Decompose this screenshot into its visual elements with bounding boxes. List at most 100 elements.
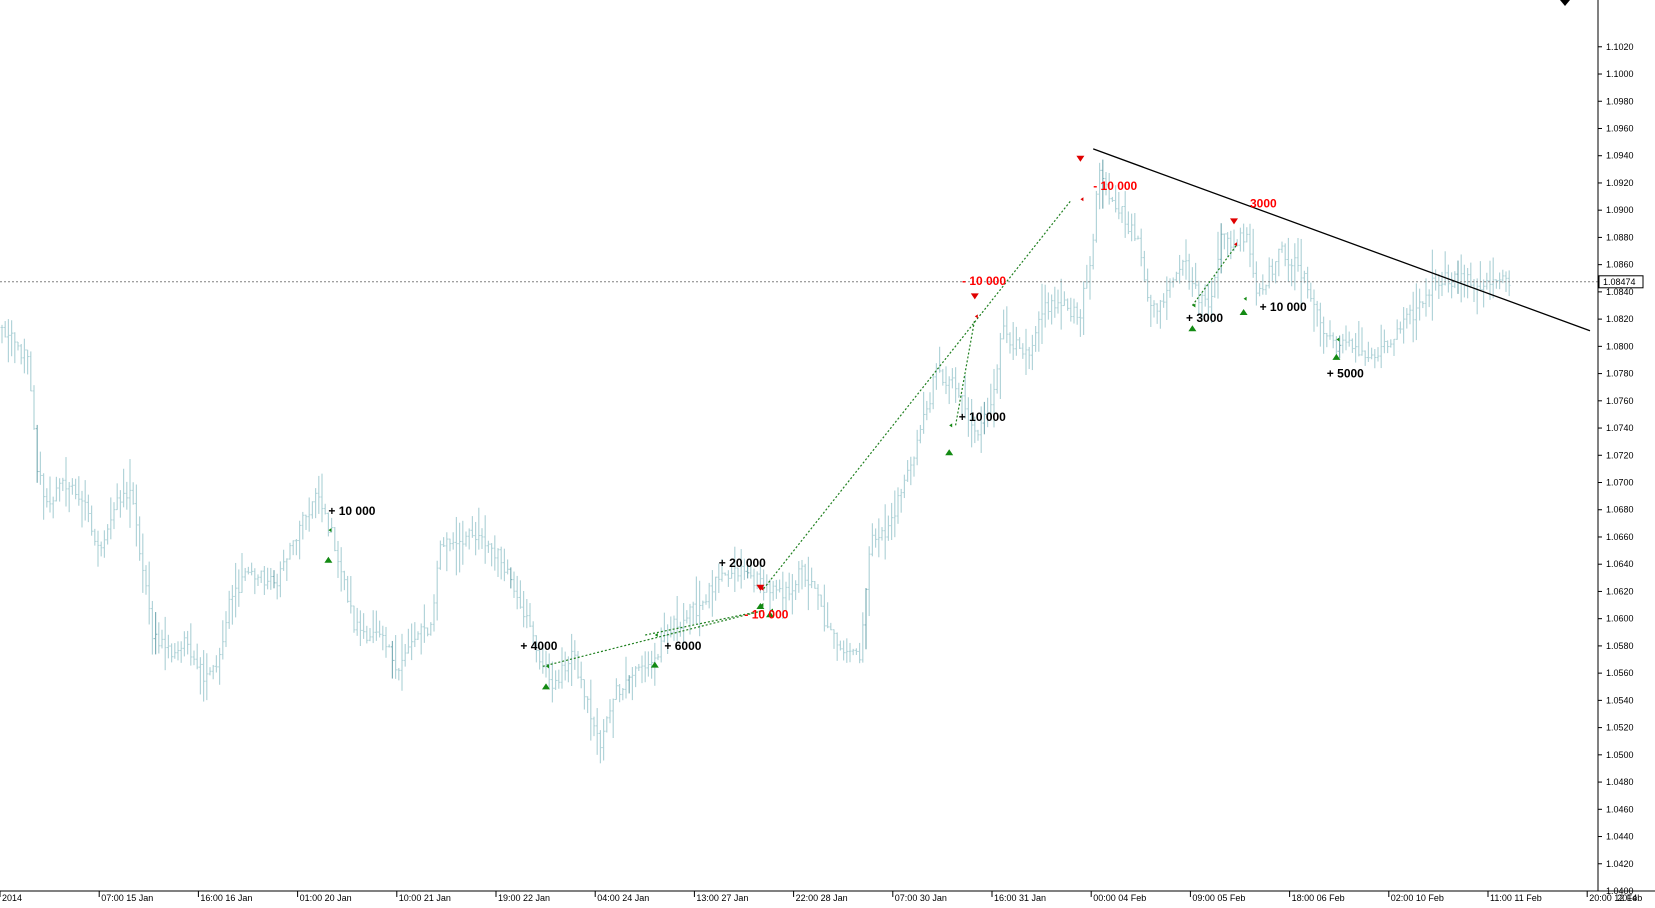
ohlc-bar (1443, 251, 1447, 286)
ohlc-bar (1427, 289, 1431, 308)
ohlc-bar (1123, 191, 1127, 238)
ohlc-bar (954, 367, 957, 403)
y-tick-label: 1.0680 (1606, 505, 1634, 515)
ohlc-bar (1331, 332, 1335, 349)
buy-price-tick (1336, 337, 1340, 342)
buy-price-tick (654, 633, 658, 638)
ohlc-bar (103, 530, 106, 558)
ohlc-bar (243, 567, 247, 581)
x-tick-label: 22:00 28 Jan (796, 893, 848, 903)
ohlc-bar (397, 667, 401, 681)
ohlc-bar (487, 540, 490, 553)
sell-price-tick (1080, 197, 1084, 202)
ohlc-bar (3, 321, 7, 338)
ohlc-bar (663, 612, 666, 643)
ohlc-bar (829, 622, 833, 631)
ohlc-bar (781, 571, 785, 620)
ohlc-bar (317, 475, 321, 514)
sell-arrow-marker (970, 293, 979, 300)
ohlc-bar (925, 400, 929, 421)
ohlc-bar (451, 532, 455, 550)
ohlc-bar (1363, 350, 1367, 366)
x-tick-label: 00:00 04 Feb (1093, 893, 1146, 903)
ohlc-bar (205, 653, 209, 701)
x-tick-label: 20:00 12 Feb (1589, 893, 1642, 903)
ohlc-bar (480, 528, 484, 549)
ohlc-bar (96, 530, 100, 567)
y-tick-label: 1.0460 (1606, 804, 1634, 814)
x-tick-label: 02:00 10 Feb (1391, 893, 1444, 903)
ohlc-bar (1485, 272, 1489, 290)
ohlc-bar (147, 561, 151, 625)
ohlc-bar (471, 516, 474, 538)
buy-price-tick (546, 664, 549, 669)
ohlc-bar (1399, 321, 1402, 334)
ohlc-bar (1386, 340, 1389, 354)
time-axis[interactable]: 2014 07:00 15 Jan 16:00 16 Jan 01:00 20 Jan… (0, 891, 1642, 903)
ohlc-bar (567, 656, 570, 683)
ohlc-bar (1271, 258, 1274, 282)
ohlc-bar (1210, 280, 1213, 324)
trade-label: + 10 000 (1260, 300, 1307, 314)
x-tick-label: 01:00 20 Jan (300, 893, 352, 903)
ohlc-bar (1047, 292, 1050, 320)
ohlc-bar (493, 535, 497, 571)
ohlc-bar (419, 623, 423, 655)
ohlc-bar (99, 541, 103, 557)
current-price-box (1598, 275, 1644, 289)
ohlc-bar (768, 579, 772, 611)
ohlc-bar (503, 548, 506, 582)
ohlc-bar (512, 571, 516, 598)
ohlc-bar (1095, 190, 1098, 243)
price-axis[interactable]: 1.1020 1.1000 1.0980 1.0960 1.0940 1.0920 1.09… (1598, 42, 1644, 896)
ohlc-bar (992, 368, 996, 428)
ohlc-bar (1498, 272, 1501, 290)
ohlc-bar (874, 528, 877, 548)
ohlc-bar (631, 667, 634, 701)
y-tick-label: 1.0720 (1606, 450, 1634, 460)
ohlc-bar (499, 546, 503, 580)
ohlc-bar (1456, 260, 1460, 294)
ohlc-bar (528, 603, 532, 628)
ohlc-bar (355, 607, 359, 636)
x-tick-label: 11:00 11 Feb (1490, 893, 1542, 903)
ohlc-bar (141, 533, 145, 593)
ohlc-bar (995, 364, 999, 394)
ohlc-bar (839, 640, 842, 651)
y-tick-label: 1.0580 (1606, 641, 1634, 651)
ohlc-bar (1027, 346, 1031, 370)
chart-shift-marker[interactable] (1560, 0, 1570, 6)
ohlc-bar (1440, 271, 1444, 297)
ohlc-bar (1354, 333, 1357, 363)
ohlc-bar (298, 520, 301, 560)
trade-label: + 10 000 (959, 410, 1006, 424)
ohlc-bar (19, 343, 23, 365)
ohlc-bar (624, 656, 628, 699)
ohlc-bar (947, 376, 951, 405)
ohlc-bar (151, 600, 154, 655)
ohlc-bar (1226, 232, 1229, 258)
ohlc-bar (935, 363, 938, 390)
ohlc-bar (1357, 321, 1361, 357)
ohlc-bar (365, 625, 369, 644)
y-tick-label: 1.0640 (1606, 559, 1634, 569)
ohlc-bar (183, 631, 186, 657)
ohlc-bar (74, 478, 77, 500)
ohlc-bar (327, 512, 330, 537)
y-tick-label: 1.1020 (1606, 42, 1634, 52)
ohlc-bar (928, 392, 932, 413)
ohlc-bar (733, 546, 737, 593)
ohlc-bar (816, 584, 820, 610)
ohlc-bar (1139, 228, 1143, 267)
ohlc-bar (999, 332, 1002, 400)
ohlc-bar (1267, 257, 1271, 289)
ohlc-bar (1495, 279, 1498, 289)
ohlc-bar (1216, 231, 1220, 299)
ohlc-bar (83, 480, 87, 521)
ohlc-bar (1114, 185, 1117, 213)
ohlc-bar (557, 669, 561, 689)
trendline-group[interactable] (1092, 148, 1591, 332)
ohlc-bar (1296, 237, 1300, 272)
